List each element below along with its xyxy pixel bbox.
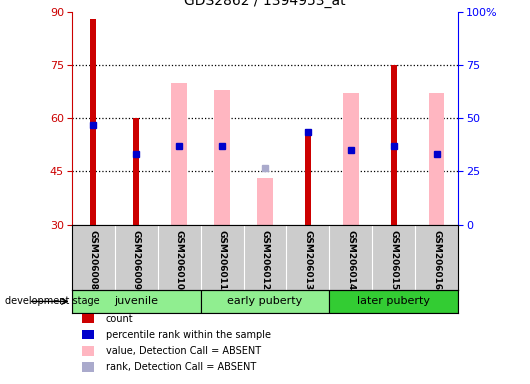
Text: rank, Detection Call = ABSENT: rank, Detection Call = ABSENT [106,362,256,372]
Text: value, Detection Call = ABSENT: value, Detection Call = ABSENT [106,346,261,356]
Text: GSM206011: GSM206011 [217,230,226,290]
Bar [330,290,458,313]
Bar [258,179,272,225]
Bar [391,65,397,225]
Bar [72,290,200,313]
Bar [90,19,96,225]
Text: GSM206009: GSM206009 [131,230,140,290]
Bar [343,93,358,225]
Title: GDS2862 / 1394953_at: GDS2862 / 1394953_at [184,0,346,8]
Text: count: count [106,314,134,324]
Text: GSM206016: GSM206016 [432,230,441,290]
Bar [172,83,187,225]
Text: GSM206014: GSM206014 [347,230,356,290]
Text: percentile rank within the sample: percentile rank within the sample [106,330,271,340]
Bar [133,118,139,225]
Bar [305,129,311,225]
Bar [215,90,229,225]
Bar [200,290,330,313]
Text: GSM206013: GSM206013 [304,230,313,290]
Text: later puberty: later puberty [357,296,430,306]
Text: juvenile: juvenile [114,296,158,306]
Text: GSM206010: GSM206010 [174,230,183,290]
Text: development stage: development stage [5,296,100,306]
Bar [429,93,445,225]
Text: early puberty: early puberty [227,296,303,306]
Text: GSM206008: GSM206008 [89,230,98,290]
Text: GSM206015: GSM206015 [390,230,399,290]
Text: GSM206012: GSM206012 [261,230,269,290]
